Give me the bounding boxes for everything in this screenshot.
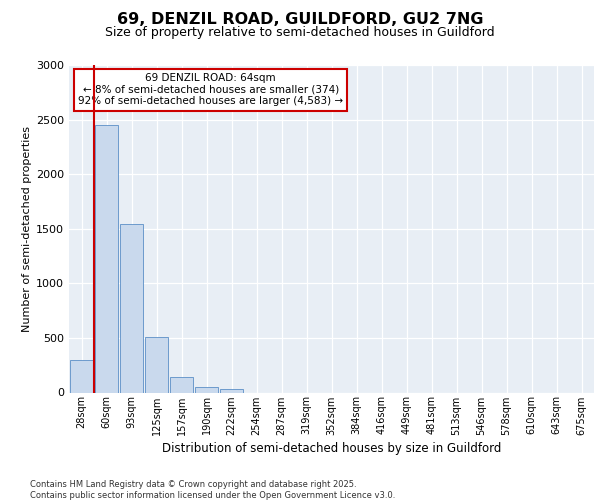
Text: Size of property relative to semi-detached houses in Guildford: Size of property relative to semi-detach… <box>105 26 495 39</box>
Text: Contains HM Land Registry data © Crown copyright and database right 2025.
Contai: Contains HM Land Registry data © Crown c… <box>30 480 395 500</box>
Bar <box>119 224 143 392</box>
Bar <box>170 376 193 392</box>
Y-axis label: Number of semi-detached properties: Number of semi-detached properties <box>22 126 32 332</box>
Text: 69, DENZIL ROAD, GUILDFORD, GU2 7NG: 69, DENZIL ROAD, GUILDFORD, GU2 7NG <box>117 12 483 28</box>
Bar <box>194 387 218 392</box>
Bar <box>70 360 94 392</box>
X-axis label: Distribution of semi-detached houses by size in Guildford: Distribution of semi-detached houses by … <box>162 442 501 454</box>
Text: 69 DENZIL ROAD: 64sqm
← 8% of semi-detached houses are smaller (374)
92% of semi: 69 DENZIL ROAD: 64sqm ← 8% of semi-detac… <box>78 73 343 106</box>
Bar <box>95 125 118 392</box>
Bar <box>220 388 244 392</box>
Bar <box>145 337 169 392</box>
